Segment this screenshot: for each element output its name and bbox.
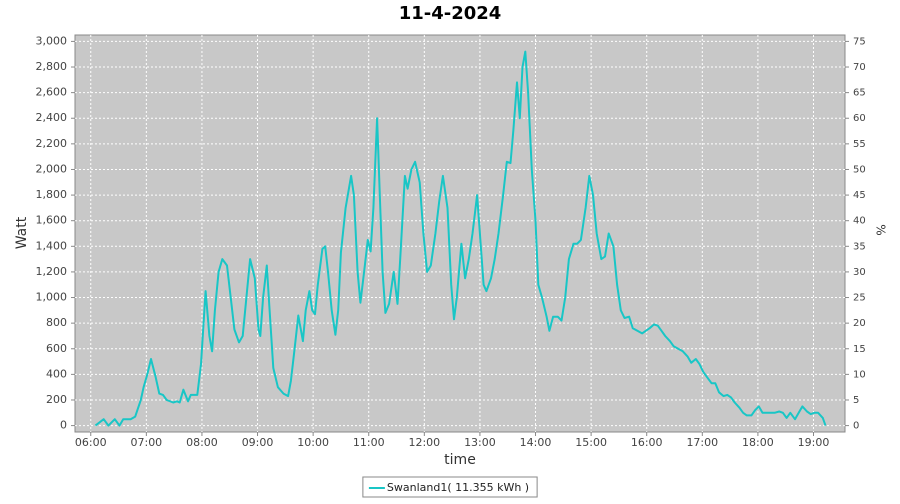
x-tick-label: 15:00 bbox=[575, 436, 607, 449]
y2-tick-label: 5 bbox=[853, 395, 859, 406]
x-tick-label: 17:00 bbox=[686, 436, 718, 449]
y2-tick-label: 35 bbox=[853, 241, 866, 252]
x-tick-label: 16:00 bbox=[631, 436, 663, 449]
x-axis-label: time bbox=[444, 452, 476, 468]
y2-tick-label: 45 bbox=[853, 190, 866, 201]
x-tick-label: 11:00 bbox=[353, 436, 385, 449]
y2-tick-label: 40 bbox=[853, 216, 866, 227]
y-tick-label: 600 bbox=[46, 342, 67, 355]
y2-tick-label: 75 bbox=[853, 36, 866, 47]
y-tick-label: 200 bbox=[46, 393, 67, 406]
x-tick-label: 06:00 bbox=[75, 436, 107, 449]
data-line bbox=[94, 50, 827, 427]
y-axis-label: Watt bbox=[14, 216, 30, 249]
x-tick-label: 07:00 bbox=[130, 436, 162, 449]
x-tick-label: 08:00 bbox=[186, 436, 218, 449]
x-tick-label: 19:00 bbox=[798, 436, 830, 449]
y-tick-label: 800 bbox=[46, 316, 67, 329]
y2-tick-label: 15 bbox=[853, 344, 866, 355]
y2-tick-label: 60 bbox=[853, 113, 866, 124]
x-tick-label: 14:00 bbox=[520, 436, 552, 449]
y-tick-label: 1,800 bbox=[36, 188, 68, 201]
y2-tick-label: 30 bbox=[853, 267, 866, 278]
y-tick-label: 2,200 bbox=[36, 137, 68, 150]
y-tick-label: 1,000 bbox=[36, 291, 68, 304]
y-tick-label: 2,000 bbox=[36, 162, 68, 175]
y-tick-label: 0 bbox=[60, 419, 67, 432]
plot-area bbox=[74, 34, 846, 433]
y2-tick-label: 0 bbox=[853, 421, 859, 432]
y-tick-label: 1,600 bbox=[36, 214, 68, 227]
x-tick-label: 18:00 bbox=[742, 436, 774, 449]
y-tick-label: 1,200 bbox=[36, 265, 68, 278]
legend: Swanland1( 11.355 kWh ) bbox=[362, 476, 538, 498]
y2-tick-label: 10 bbox=[853, 369, 866, 380]
y2-axis-label: % bbox=[874, 224, 888, 235]
y2-tick-label: 70 bbox=[853, 62, 866, 73]
y2-tick-label: 25 bbox=[853, 293, 866, 304]
x-tick-label: 12:00 bbox=[408, 436, 440, 449]
x-tick-label: 09:00 bbox=[242, 436, 274, 449]
y2-tick-label: 65 bbox=[853, 88, 866, 99]
y-tick-label: 2,600 bbox=[36, 86, 68, 99]
chart-title: 11-4-2024 bbox=[399, 3, 502, 24]
legend-box bbox=[362, 476, 538, 498]
y-tick-label: 2,800 bbox=[36, 60, 68, 73]
y-tick-label: 400 bbox=[46, 367, 67, 380]
y2-tick-label: 20 bbox=[853, 318, 866, 329]
legend-label: Swanland1( 11.355 kWh ) bbox=[387, 481, 529, 494]
y2-tick-label: 50 bbox=[853, 164, 866, 175]
x-tick-label: 10:00 bbox=[297, 436, 329, 449]
y2-tick-label: 55 bbox=[853, 139, 866, 150]
y-tick-label: 3,000 bbox=[36, 34, 68, 47]
x-tick-label: 13:00 bbox=[464, 436, 496, 449]
y-tick-label: 2,400 bbox=[36, 111, 68, 124]
y-tick-label: 1,400 bbox=[36, 239, 68, 252]
